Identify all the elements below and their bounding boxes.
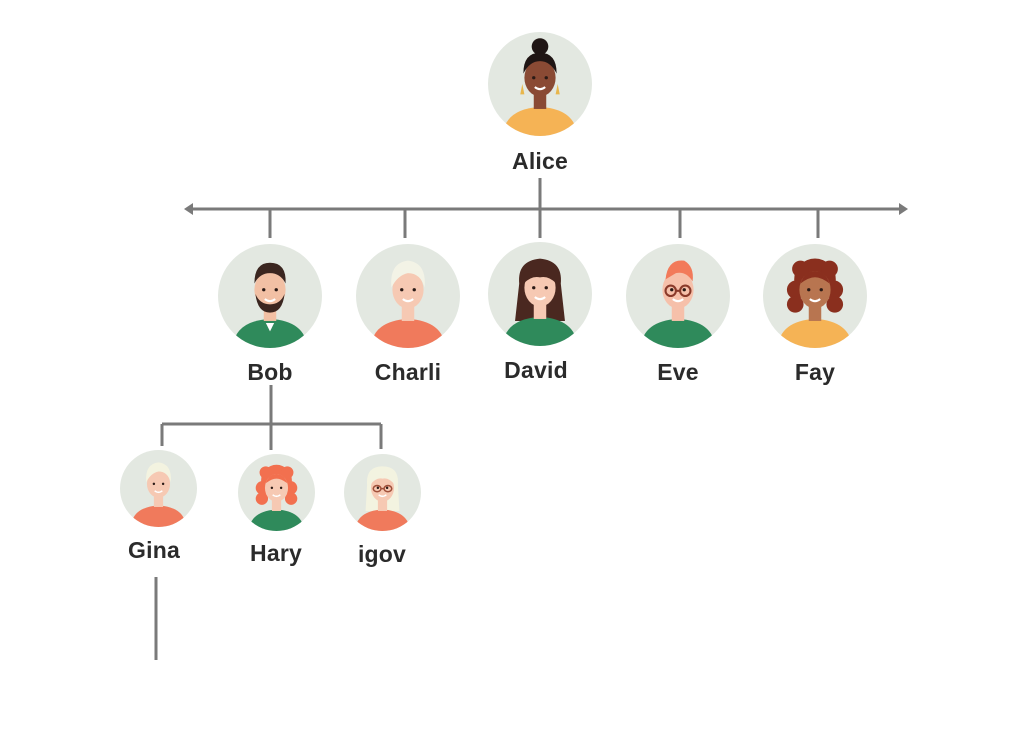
person-name: Charli (374, 359, 442, 385)
avatar-icon (626, 244, 730, 348)
person-name: David (504, 357, 568, 383)
person-name: Eve (657, 359, 699, 385)
avatar-icon (120, 450, 197, 527)
avatar-icon (488, 242, 592, 346)
avatar-icon (238, 454, 315, 531)
person-name: Bob (247, 359, 293, 385)
avatar-icon (488, 32, 592, 136)
avatar-icon (356, 244, 460, 348)
person-name: Gina (128, 537, 180, 563)
avatar-icon (344, 454, 421, 531)
person-name: Hary (250, 540, 302, 566)
avatar-icon (218, 244, 322, 348)
person-name: Fay (794, 359, 836, 385)
person-name: igov (357, 541, 407, 567)
right-arrow-icon (899, 203, 908, 215)
avatar-icon (763, 244, 867, 348)
left-arrow-icon (184, 203, 193, 215)
person-name: Alice (512, 148, 568, 174)
